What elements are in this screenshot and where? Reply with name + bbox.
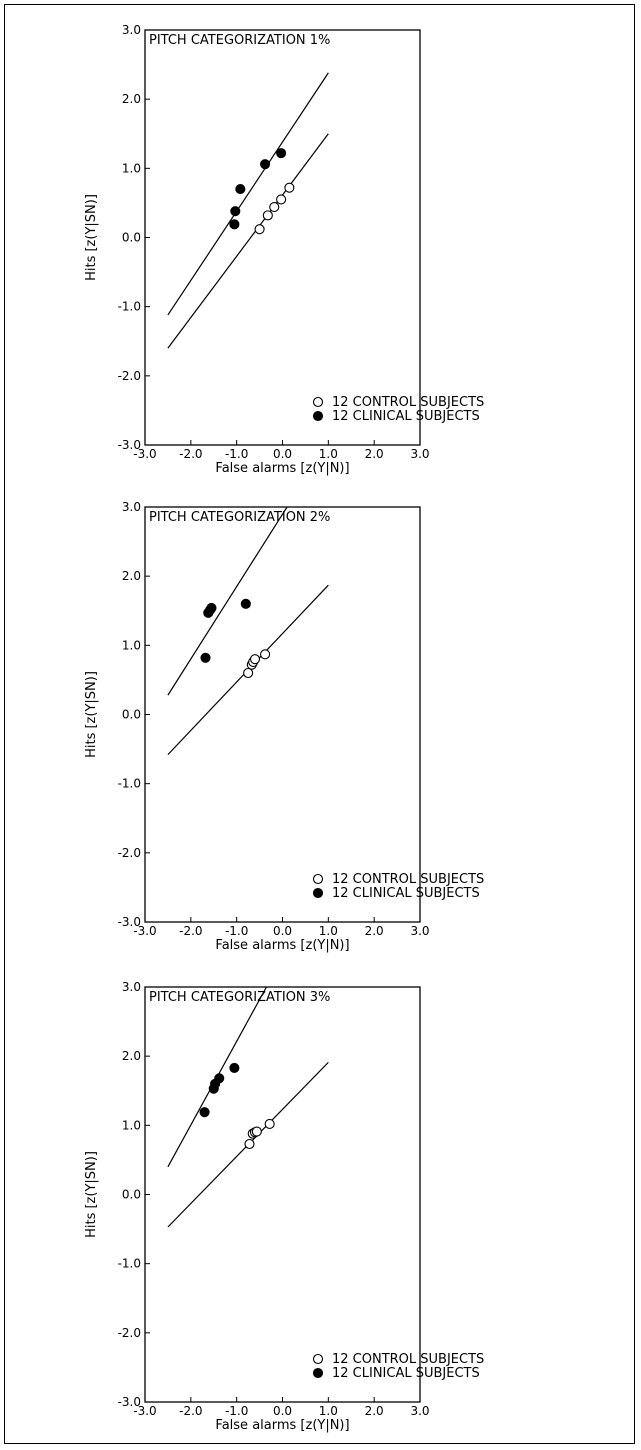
y-tick-label: -3.0 — [118, 438, 141, 452]
x-tick-label: -3.0 — [133, 447, 156, 461]
y-axis-label: Hits [z(Y|SN)] — [84, 671, 99, 758]
y-tick-label: 3.0 — [122, 500, 141, 514]
legend-marker-control — [312, 1353, 324, 1365]
y-tick-label: -1.0 — [118, 1257, 141, 1271]
x-axis-label: False alarms [z(Y|N)] — [215, 461, 349, 476]
x-tick-label: 0.0 — [273, 447, 292, 461]
chart-panel-1: -3.0 -2.0 -1.0 0.0 1.0 2.0 3.0 -3.0 -2.0 -1.0 0.0 1… — [84, 23, 484, 476]
x-tick-label: -2.0 — [179, 1404, 202, 1418]
clinical-data-point — [214, 1073, 225, 1084]
y-tick-label: 3.0 — [122, 23, 141, 37]
fit-line-control — [167, 133, 329, 349]
control-data-point — [262, 210, 273, 221]
y-axis-label: Hits [z(Y|SN)] — [84, 194, 99, 281]
x-tick-label: -3.0 — [133, 924, 156, 938]
x-tick-label: 3.0 — [410, 924, 429, 938]
x-tick-label: -1.0 — [225, 447, 248, 461]
legend-label-control: 12 CONTROL SUBJECTS — [332, 872, 484, 887]
figure-frame — [4, 4, 635, 1444]
x-axis-label: False alarms [z(Y|N)] — [215, 1418, 349, 1433]
legend-label-control: 12 CONTROL SUBJECTS — [332, 395, 484, 410]
y-axis-label: Hits [z(Y|SN)] — [84, 1151, 99, 1238]
x-tick-label: 1.0 — [319, 924, 338, 938]
y-tick-label: 1.0 — [122, 1118, 141, 1132]
control-data-point — [251, 1126, 262, 1137]
y-tick-label: -2.0 — [118, 369, 141, 383]
control-data-point — [249, 654, 261, 665]
y-tick-label: -2.0 — [118, 1326, 141, 1340]
clinical-data-point — [229, 219, 240, 230]
x-tick-label: 1.0 — [319, 1404, 338, 1418]
plot-area — [144, 986, 421, 1403]
x-tick-label: 2.0 — [365, 1404, 384, 1418]
y-tick-label: 3.0 — [122, 980, 141, 994]
control-data-point — [264, 1118, 275, 1129]
y-tick-label: -1.0 — [118, 300, 141, 314]
clinical-data-point — [200, 652, 211, 663]
x-tick-label: -3.0 — [133, 1404, 156, 1418]
legend-marker-clinical — [312, 1367, 324, 1379]
clinical-data-point — [235, 184, 246, 195]
x-tick-label: -2.0 — [179, 447, 202, 461]
legend-marker-clinical — [312, 887, 324, 899]
control-data-point — [284, 182, 295, 193]
legend-marker-control — [312, 396, 324, 408]
clinical-data-point — [240, 598, 251, 609]
plot-content — [167, 987, 329, 1228]
chart-panel-2: -3.0 -2.0 -1.0 0.0 1.0 2.0 3.0 -3.0 -2.0 -1.0 0.0 1… — [84, 500, 484, 953]
legend-label-clinical: 12 CLINICAL SUBJECTS — [332, 886, 480, 901]
chart-title: PITCH CATEGORIZATION 1% — [149, 33, 330, 48]
x-tick-label: 0.0 — [273, 924, 292, 938]
control-data-point — [269, 202, 280, 213]
clinical-data-point — [230, 206, 241, 217]
y-tick-label: 0.0 — [122, 231, 141, 245]
clinical-data-point — [206, 602, 217, 614]
x-tick-label: -2.0 — [179, 924, 202, 938]
y-tick-label: 0.0 — [122, 1188, 141, 1202]
y-tick-label: 1.0 — [122, 638, 141, 652]
legend-marker-clinical — [312, 410, 324, 422]
clinical-data-point — [276, 148, 287, 159]
plot-area — [144, 29, 421, 446]
clinical-data-point — [260, 159, 271, 170]
y-tick-label: -1.0 — [118, 777, 141, 791]
x-tick-label: -1.0 — [225, 1404, 248, 1418]
legend-label-clinical: 12 CLINICAL SUBJECTS — [332, 1366, 480, 1381]
chart-panel-3: -3.0 -2.0 -1.0 0.0 1.0 2.0 3.0 -3.0 -2.0 -1.0 0.0 1… — [84, 980, 484, 1433]
y-tick-label: -3.0 — [118, 915, 141, 929]
y-tick-label: -3.0 — [118, 1395, 141, 1409]
legend-label-clinical: 12 CLINICAL SUBJECTS — [332, 409, 480, 424]
x-tick-label: 3.0 — [410, 447, 429, 461]
plot-area — [144, 506, 421, 923]
y-tick-label: -2.0 — [118, 846, 141, 860]
x-tick-label: 0.0 — [273, 1404, 292, 1418]
control-data-point — [254, 224, 265, 235]
y-tick-label: 1.0 — [122, 161, 141, 175]
fit-line-clinical — [167, 72, 329, 316]
legend-label-control: 12 CONTROL SUBJECTS — [332, 1352, 484, 1367]
legend-marker-control — [312, 873, 324, 885]
clinical-data-point — [229, 1062, 240, 1073]
y-tick-label: 2.0 — [122, 569, 141, 583]
clinical-data-point — [199, 1107, 210, 1118]
fit-line-clinical — [167, 507, 288, 696]
chart-title: PITCH CATEGORIZATION 3% — [149, 990, 330, 1005]
chart-title: PITCH CATEGORIZATION 2% — [149, 510, 330, 525]
x-tick-label: -1.0 — [225, 924, 248, 938]
y-tick-label: 0.0 — [122, 708, 141, 722]
y-tick-label: 2.0 — [122, 92, 141, 106]
control-data-point — [244, 1138, 255, 1150]
x-tick-label: 2.0 — [365, 447, 384, 461]
plot-content — [167, 507, 329, 756]
control-data-point — [276, 194, 287, 205]
y-tick-label: 2.0 — [122, 1049, 141, 1063]
plot-content — [167, 72, 329, 349]
control-data-point — [243, 667, 254, 679]
x-tick-label: 1.0 — [319, 447, 338, 461]
control-data-point — [260, 649, 271, 660]
x-tick-label: 2.0 — [365, 924, 384, 938]
x-axis-label: False alarms [z(Y|N)] — [215, 938, 349, 953]
x-tick-label: 3.0 — [410, 1404, 429, 1418]
